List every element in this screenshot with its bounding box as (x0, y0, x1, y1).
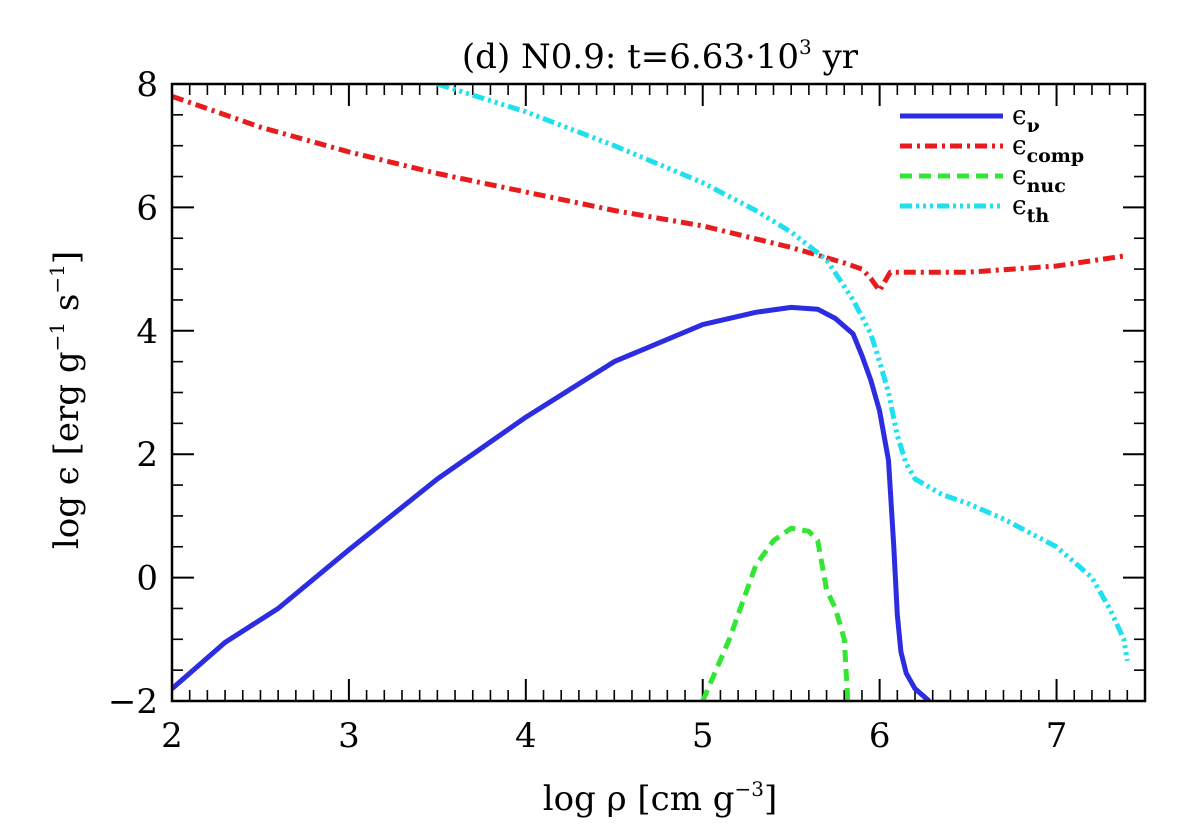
series-line-comp (172, 93, 1128, 294)
x-axis-label: log ρ [cm g−3] (543, 777, 778, 819)
y-tick-label: 8 (136, 65, 158, 105)
series-group (172, 84, 1130, 701)
x-tick-label: 3 (338, 716, 360, 756)
x-tick-label: 4 (515, 716, 537, 756)
series-line-nuc (700, 525, 851, 701)
y-tick-label: −2 (108, 682, 158, 722)
legend-label-comp: ϵcomp (1012, 131, 1084, 167)
y-axis-label: log ϵ [erg g−1 s−1] (45, 251, 87, 549)
legend-label-nu: ϵν (1012, 101, 1040, 137)
x-tick-label: 2 (161, 716, 183, 756)
series-line-nu (172, 304, 931, 701)
plot-frame (170, 82, 1147, 703)
series-line-th (436, 84, 1130, 662)
chart-title: (d) N0.9: t=6.63·103 yr (462, 35, 859, 77)
legend-label-nuc: ϵnuc (1012, 161, 1066, 197)
tick-labels: 2 3 4 5 6 7 −2 0 2 4 6 8 (108, 65, 1067, 756)
y-tick-label: 6 (136, 188, 158, 228)
x-tick-label: 7 (1046, 716, 1068, 756)
y-tick-label: 2 (136, 435, 158, 475)
y-tick-label: 0 (136, 559, 158, 599)
x-tick-label: 6 (869, 716, 891, 756)
y-tick-label: 4 (136, 312, 158, 352)
legend-label-th: ϵth (1012, 191, 1049, 227)
x-tick-label: 5 (692, 716, 714, 756)
